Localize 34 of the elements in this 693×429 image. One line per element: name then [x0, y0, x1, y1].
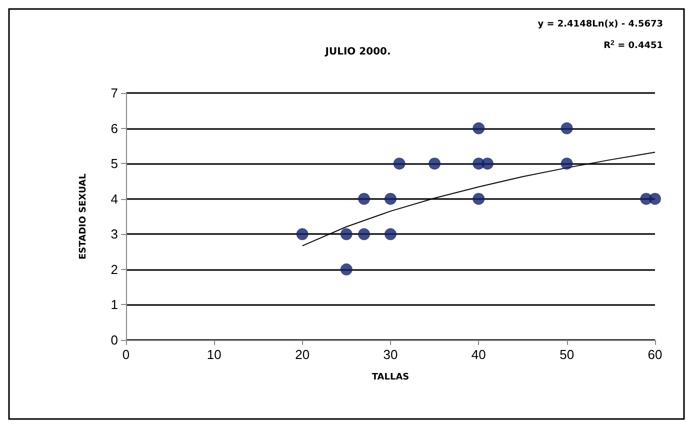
- x-tick-label: 50: [560, 347, 574, 362]
- point: [472, 122, 485, 134]
- y-tick-label: 3: [110, 226, 118, 242]
- point: [340, 228, 352, 240]
- y-axis-title: ESTADIO SEXUAL: [78, 173, 88, 260]
- point: [649, 192, 661, 205]
- point: [340, 263, 352, 276]
- x-tick-label: 20: [295, 347, 310, 362]
- point: [384, 228, 396, 240]
- y-tick-label: 1: [110, 297, 118, 312]
- point: [428, 158, 441, 170]
- y-tick-label: 5: [110, 156, 118, 172]
- chart-title: JULIO 2000.: [324, 46, 391, 58]
- point: [358, 228, 370, 240]
- x-tick-label: 30: [383, 347, 398, 362]
- y-tick-label: 4: [110, 191, 118, 206]
- point: [481, 158, 494, 170]
- x-tick-label: 60: [648, 347, 662, 362]
- x-tick-label: 40: [471, 347, 486, 362]
- point: [358, 192, 370, 205]
- text: y = 2.4148Ln(x) - 4.5673: [538, 20, 663, 30]
- point: [560, 158, 573, 170]
- y-tick-label: 2: [110, 262, 118, 277]
- y-tick-label: 6: [110, 120, 118, 136]
- point: [384, 192, 396, 205]
- y-tick-label: 7: [110, 86, 118, 100]
- point: [560, 122, 573, 134]
- y-tick-label: 0: [110, 332, 118, 348]
- point: [296, 228, 308, 240]
- point: [393, 158, 406, 170]
- x-tick-label: 0: [122, 347, 130, 362]
- point: [472, 192, 485, 205]
- x-tick-label: 10: [206, 347, 222, 362]
- x-axis-title: TALLAS: [372, 372, 410, 382]
